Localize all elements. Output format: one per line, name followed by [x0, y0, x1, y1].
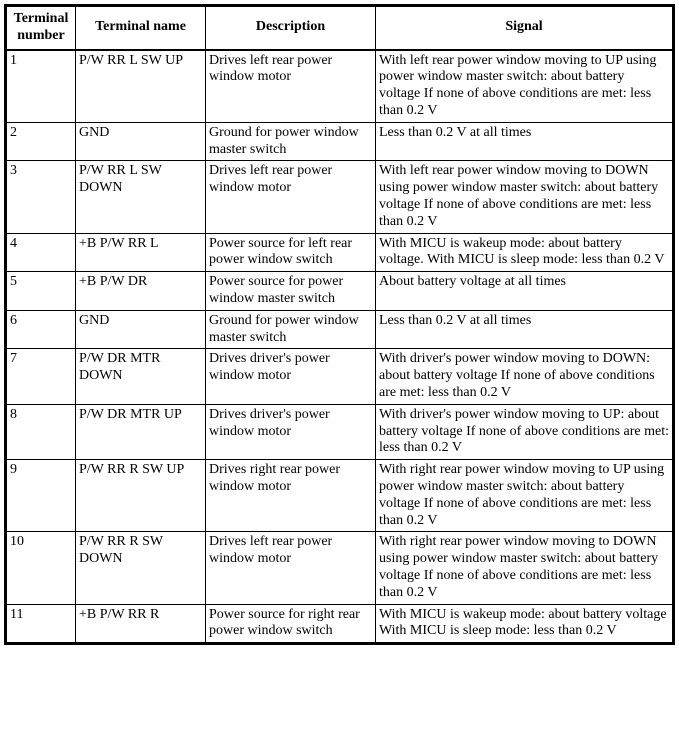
- cell-terminal-number: 8: [6, 404, 76, 459]
- cell-signal: With driver's power window moving to DOW…: [376, 349, 674, 404]
- cell-description: Power source for left rear power window …: [206, 233, 376, 272]
- table-head: Terminal number Terminal name Descriptio…: [6, 6, 674, 50]
- cell-description: Ground for power window master switch: [206, 122, 376, 161]
- cell-signal: With right rear power window moving to U…: [376, 460, 674, 532]
- table-body: 1 P/W RR L SW UP Drives left rear power …: [6, 50, 674, 644]
- cell-terminal-name: P/W RR R SW UP: [76, 460, 206, 532]
- cell-terminal-name: GND: [76, 122, 206, 161]
- cell-description: Drives driver's power window motor: [206, 404, 376, 459]
- page: Terminal number Terminal name Descriptio…: [0, 0, 679, 649]
- cell-signal: With MICU is wakeup mode: about battery …: [376, 233, 674, 272]
- cell-signal: Less than 0.2 V at all times: [376, 310, 674, 349]
- cell-description: Drives left rear power window motor: [206, 50, 376, 123]
- cell-signal: Less than 0.2 V at all times: [376, 122, 674, 161]
- cell-signal: With left rear power window moving to DO…: [376, 161, 674, 233]
- col-header-terminal-number: Terminal number: [6, 6, 76, 50]
- cell-terminal-number: 2: [6, 122, 76, 161]
- table-row: 9 P/W RR R SW UP Drives right rear power…: [6, 460, 674, 532]
- cell-description: Drives right rear power window motor: [206, 460, 376, 532]
- cell-terminal-name: +B P/W DR: [76, 272, 206, 311]
- col-header-signal: Signal: [376, 6, 674, 50]
- cell-terminal-number: 11: [6, 604, 76, 644]
- cell-signal: About battery voltage at all times: [376, 272, 674, 311]
- cell-description: Drives left rear power window motor: [206, 532, 376, 604]
- cell-terminal-name: P/W RR L SW DOWN: [76, 161, 206, 233]
- cell-description: Drives left rear power window motor: [206, 161, 376, 233]
- table-header-row: Terminal number Terminal name Descriptio…: [6, 6, 674, 50]
- cell-signal: With left rear power window moving to UP…: [376, 50, 674, 123]
- cell-terminal-name: +B P/W RR L: [76, 233, 206, 272]
- col-header-terminal-name: Terminal name: [76, 6, 206, 50]
- cell-signal: With right rear power window moving to D…: [376, 532, 674, 604]
- cell-terminal-number: 3: [6, 161, 76, 233]
- cell-signal: With MICU is wakeup mode: about battery …: [376, 604, 674, 644]
- cell-terminal-number: 9: [6, 460, 76, 532]
- table-row: 10 P/W RR R SW DOWN Drives left rear pow…: [6, 532, 674, 604]
- cell-terminal-number: 7: [6, 349, 76, 404]
- cell-terminal-name: P/W RR L SW UP: [76, 50, 206, 123]
- cell-description: Power source for power window master swi…: [206, 272, 376, 311]
- cell-terminal-name: P/W DR MTR DOWN: [76, 349, 206, 404]
- cell-terminal-name: P/W DR MTR UP: [76, 404, 206, 459]
- cell-signal: With driver's power window moving to UP:…: [376, 404, 674, 459]
- cell-terminal-number: 6: [6, 310, 76, 349]
- cell-terminal-number: 10: [6, 532, 76, 604]
- table-row: 6 GND Ground for power window master swi…: [6, 310, 674, 349]
- cell-terminal-number: 5: [6, 272, 76, 311]
- cell-terminal-name: P/W RR R SW DOWN: [76, 532, 206, 604]
- cell-description: Drives driver's power window motor: [206, 349, 376, 404]
- cell-terminal-name: GND: [76, 310, 206, 349]
- col-header-description: Description: [206, 6, 376, 50]
- cell-description: Power source for right rear power window…: [206, 604, 376, 644]
- table-row: 4 +B P/W RR L Power source for left rear…: [6, 233, 674, 272]
- cell-terminal-number: 1: [6, 50, 76, 123]
- table-row: 2 GND Ground for power window master swi…: [6, 122, 674, 161]
- table-row: 7 P/W DR MTR DOWN Drives driver's power …: [6, 349, 674, 404]
- terminal-table: Terminal number Terminal name Descriptio…: [4, 4, 675, 645]
- cell-description: Ground for power window master switch: [206, 310, 376, 349]
- table-row: 11 +B P/W RR R Power source for right re…: [6, 604, 674, 644]
- table-row: 8 P/W DR MTR UP Drives driver's power wi…: [6, 404, 674, 459]
- table-row: 1 P/W RR L SW UP Drives left rear power …: [6, 50, 674, 123]
- table-row: 3 P/W RR L SW DOWN Drives left rear powe…: [6, 161, 674, 233]
- cell-terminal-number: 4: [6, 233, 76, 272]
- table-row: 5 +B P/W DR Power source for power windo…: [6, 272, 674, 311]
- cell-terminal-name: +B P/W RR R: [76, 604, 206, 644]
